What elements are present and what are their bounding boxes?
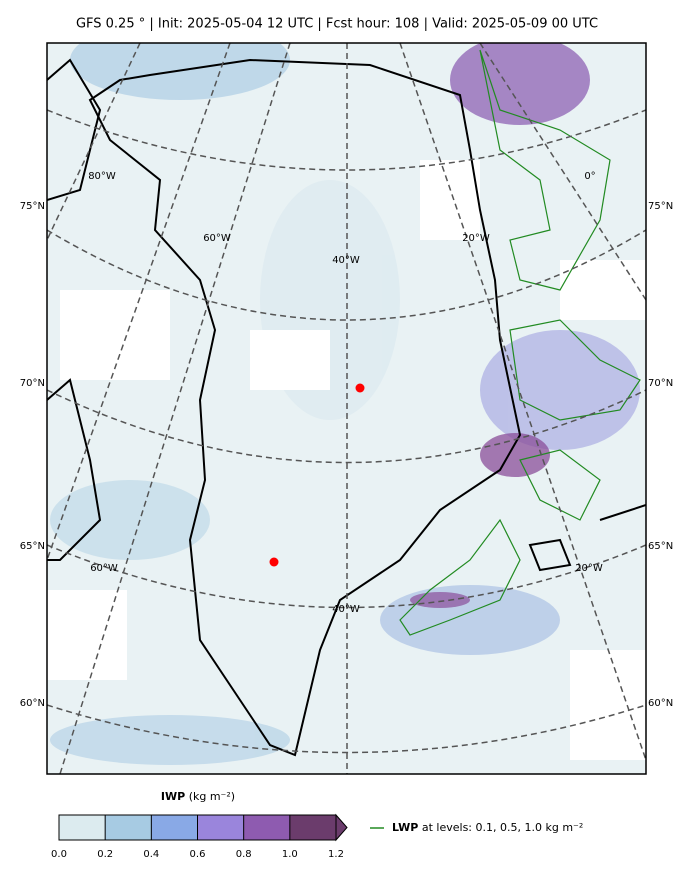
greenland-coast — [88, 58, 522, 757]
map-frame — [46, 42, 647, 775]
colorbar-segment — [289, 815, 336, 840]
lwp-contours — [399, 49, 641, 636]
colorbar-segment — [105, 815, 152, 840]
colorbar-segment — [59, 815, 106, 840]
map: 80°W 60°W 40°W 20°W 0° 60°W 40°W 20°W — [47, 43, 646, 774]
legend-label: at levels: 0.1, 0.5, 1.0 kg m⁻² — [422, 821, 583, 834]
lat-label: 60°N — [20, 698, 45, 709]
lon-label: 40°W — [332, 255, 360, 266]
colorbar-segment — [243, 815, 290, 840]
colorbar-tick-label: 0.2 — [97, 849, 113, 860]
lat-label: 75°N — [648, 201, 673, 212]
colorbar-tick-label: 0.6 — [190, 849, 206, 860]
lat-label: 70°N — [20, 378, 45, 389]
coastline — [47, 58, 646, 572]
lat-label: 70°N — [648, 378, 673, 389]
lon-label: 60°W — [90, 563, 118, 574]
lat-label: 65°N — [648, 541, 673, 552]
lat-label: 65°N — [20, 541, 45, 552]
colorbar-segment — [151, 815, 198, 840]
colorbar-tick-label: 1.2 — [328, 849, 344, 860]
colorbar-tick-label: 0.8 — [236, 849, 252, 860]
colorbar-label-unit: (kg m⁻²) — [189, 790, 235, 803]
colorbar-label-bold: IWP — [161, 790, 185, 803]
lat-label: 75°N — [20, 201, 45, 212]
colorbar-segment — [197, 815, 244, 840]
marker — [269, 557, 279, 567]
colorbar-tick-label: 1.0 — [282, 849, 298, 860]
colorbar-tick-label: 0.4 — [143, 849, 159, 860]
cloud-core — [450, 43, 590, 125]
clear-patches — [47, 160, 646, 760]
marker — [355, 383, 365, 393]
legend-text: LWP at levels: 0.1, 0.5, 1.0 kg m⁻² — [392, 821, 583, 834]
colorbar-label: IWP (kg m⁻²) — [161, 790, 235, 803]
lat-label: 60°N — [648, 698, 673, 709]
lon-label: 20°W — [575, 563, 603, 574]
lon-label: 0° — [584, 171, 595, 182]
lon-label: 40°W — [332, 604, 360, 615]
cloud-core — [410, 592, 470, 608]
lon-label: 20°W — [462, 233, 490, 244]
colorbar-extend — [335, 813, 348, 842]
title: GFS 0.25 ° | Init: 2025-05-04 12 UTC | F… — [76, 17, 598, 32]
legend-label-bold: LWP — [392, 821, 418, 834]
lon-label: 60°W — [203, 233, 231, 244]
lon-label: 80°W — [88, 171, 116, 182]
colorbar-tick-label: 0.0 — [51, 849, 67, 860]
graticule — [47, 43, 646, 774]
